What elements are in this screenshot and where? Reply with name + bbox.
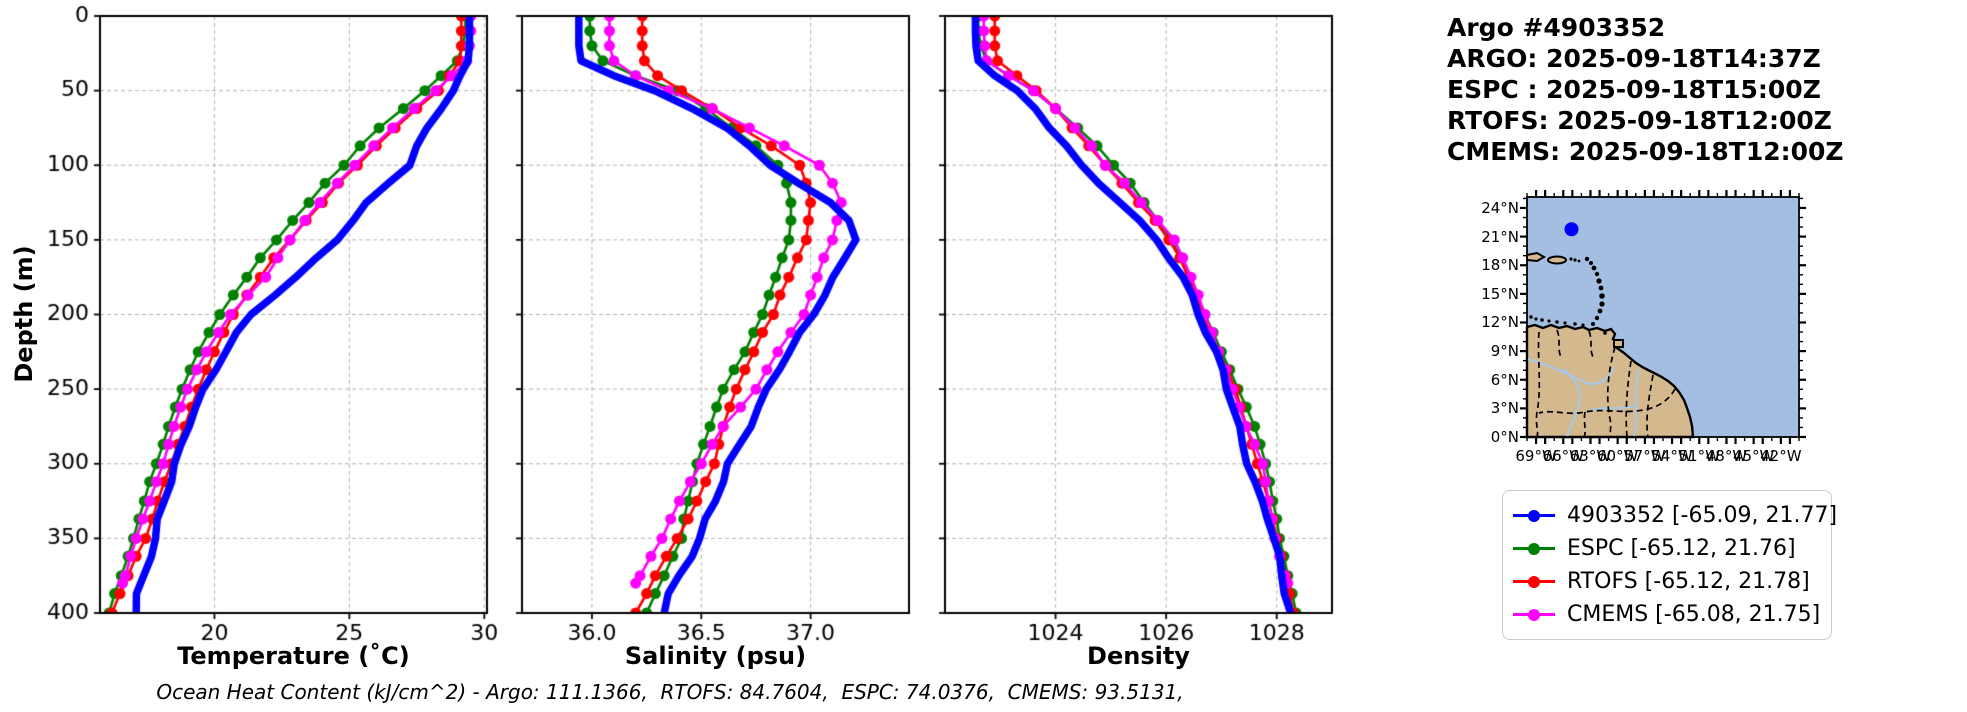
profile-plots-canvas [0,0,1360,670]
map-lat-label: 12°N [1481,313,1519,332]
float-position-dot [1564,222,1579,237]
map-lon-label: 66°W [1542,447,1584,465]
map-lat-label: 3°N [1490,399,1519,418]
legend-label: CMEMS [-65.08, 21.75] [1567,602,1821,627]
legend-label: RTOFS [-65.12, 21.78] [1567,569,1810,594]
map-islands [1526,251,1624,348]
map-lon-label: 54°W [1651,447,1693,465]
espc-timestamp: ESPC : 2025-09-18T15:00Z [1447,75,1821,104]
map-lat-label: 6°N [1490,370,1519,389]
ocean-heat-content-text: Ocean Heat Content (kJ/cm^2) - Argo: 111… [156,680,1184,704]
map-land-south-america [1525,323,1695,439]
map-lon-label: 63°W [1569,447,1612,465]
map-country-borders [1535,329,1676,438]
legend-item: RTOFS [-65.12, 21.78] [1513,565,1821,598]
map-lat-label: 24°N [1481,198,1519,217]
legend-item: ESPC [-65.12, 21.76] [1513,532,1821,565]
map-lat-label: 18°N [1481,256,1519,275]
map-lon-label: 48°W [1705,447,1748,465]
title-block: Argo #4903352 ARGO: 2025-09-18T14:37Z ES… [1447,12,1844,167]
map-lat-label: 0°N [1490,428,1519,446]
legend-label: ESPC [-65.12, 21.76] [1567,536,1796,561]
map-graphic [1520,190,1806,444]
cmems-timestamp: CMEMS: 2025-09-18T12:00Z [1447,137,1844,166]
legend: 4903352 [-65.09, 21.77] ESPC [-65.12, 21.… [1502,490,1837,640]
legend-marker-icon [1513,608,1555,622]
figure-title: Argo #4903352 [1447,13,1666,42]
legend-marker-icon [1513,509,1555,523]
map-lon-label: 51°W [1678,447,1720,465]
y-axis-label: Depth (m) [10,245,38,383]
map-lon-label: 57°W [1624,447,1666,465]
map-lat-label: 21°N [1481,227,1519,246]
map-lat-label: 9°N [1490,342,1519,361]
location-map: 0°N 3°N 6°N 9°N 12°N 15°N 18°N 21°N 24°N 69°W 66°W… [1481,187,1809,465]
legend-marker-icon [1513,542,1555,556]
map-ticks [1520,190,1806,444]
map-lon-label: 60°W [1596,447,1639,465]
legend-label: 4903352 [-65.09, 21.77] [1567,503,1838,528]
legend-item: CMEMS [-65.08, 21.75] [1513,598,1821,631]
map-lon-label: 42°W [1760,447,1802,465]
temperature-axis-label: Temperature (˚C) [177,642,410,670]
argo-timestamp: ARGO: 2025-09-18T14:37Z [1447,44,1821,73]
legend-item: 4903352 [-65.09, 21.77] [1513,499,1837,532]
map-lon-label: 45°W [1732,447,1775,465]
map-lon-label: 69°W [1515,447,1557,465]
rtofs-timestamp: RTOFS: 2025-09-18T12:00Z [1447,106,1832,135]
legend-marker-icon [1513,575,1555,589]
map-lat-label: 15°N [1481,284,1519,303]
density-axis-label: Density [1087,642,1190,670]
salinity-axis-label: Salinity (psu) [624,642,807,670]
